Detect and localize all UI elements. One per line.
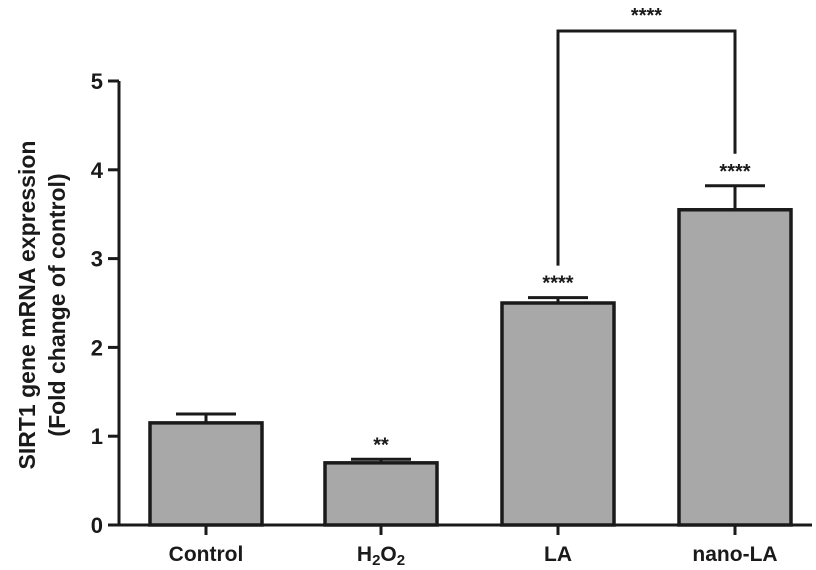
x-tick-label: LA	[544, 543, 572, 566]
bar	[148, 421, 264, 527]
y-axis-label: SIRT1 gene mRNA expression (Fold change …	[14, 141, 70, 470]
y-tick-label: 3	[91, 247, 103, 272]
comparison-bracket	[556, 29, 737, 266]
comparison-label: ****	[631, 5, 662, 27]
y-tick-label: 2	[91, 335, 103, 360]
bar	[323, 461, 439, 527]
y-axis-label-line1: SIRT1 gene mRNA expression	[14, 141, 40, 470]
bar	[500, 301, 616, 527]
x-tick-label: H2O2	[357, 543, 405, 569]
annotations: **************	[373, 5, 751, 456]
y-tick-label: 4	[91, 158, 104, 183]
significance-label: ****	[542, 273, 573, 295]
bars	[148, 184, 793, 527]
y-tick-label: 1	[91, 424, 103, 449]
bar	[677, 208, 793, 527]
x-tick-label: nano-LA	[692, 543, 777, 566]
y-tick-label: 0	[91, 513, 103, 538]
x-tick-label: Control	[169, 543, 244, 566]
significance-label: ****	[719, 161, 750, 183]
y-tick-label: 5	[91, 69, 103, 94]
y-axis-label-line2: (Fold change of control)	[44, 173, 70, 436]
significance-label: **	[373, 434, 389, 456]
